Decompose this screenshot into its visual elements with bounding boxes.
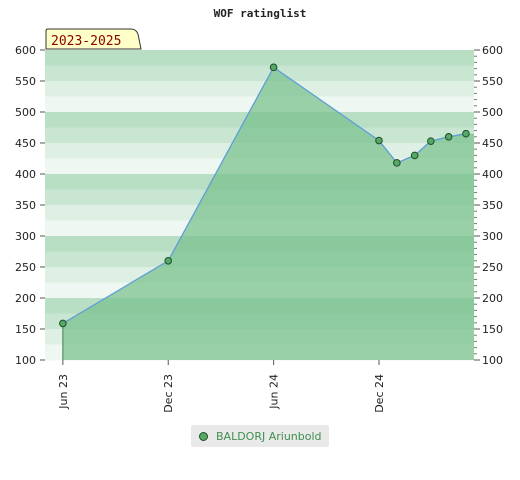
y-tick-label: 500 [15,106,36,119]
y-tick-label: 300 [15,230,36,243]
axes: 100 100 150 150 200 200 250 250 300 300 350 350 400 4… [15,44,503,413]
y-tick-label-right: 200 [482,292,503,305]
y-tick-label: 200 [15,292,36,305]
grid-band [45,65,474,82]
y-tick-label: 600 [15,44,36,57]
area-polygon [62,67,474,361]
y-tick-label-right: 400 [482,168,503,181]
y-tick-label-right: 150 [482,323,503,336]
data-point [444,133,453,141]
x-tick-label: Jun 24 [268,374,281,410]
y-tick-label: 350 [15,199,36,212]
x-tick-label: Dec 23 [162,374,175,413]
y-tick-label-right: 500 [482,106,503,119]
y-tick-label-right: 350 [482,199,503,212]
area-fill [62,67,474,361]
y-tick-label: 400 [15,168,36,181]
y-tick-label: 550 [15,75,36,88]
grid-band [45,81,474,97]
data-point [164,257,173,265]
data-point [410,151,419,160]
data-points [59,63,470,328]
legend-label: BALDORJ Ariunbold [216,429,322,443]
data-point [393,159,401,167]
y-tick-label-right: 450 [482,137,503,150]
y-tick-label: 150 [15,323,36,336]
legend-marker-icon [199,431,208,441]
y-tick-label: 450 [15,137,36,150]
y-tick-label: 250 [15,261,36,274]
data-point [269,63,278,72]
x-tick-label: Jun 23 [57,374,70,410]
period-badge-label: 2023-2025 [51,34,121,49]
y-tick-label-right: 600 [482,44,503,57]
grid-band [45,50,474,66]
period-badge: 2023-2025 [45,28,142,50]
data-point [462,129,470,138]
legend[interactable]: BALDORJ Ariunbold [191,425,329,447]
y-tick-label-right: 250 [482,261,503,274]
x-tick-label: Dec 24 [373,374,386,413]
data-point [59,319,67,328]
y-tick-label-right: 550 [482,75,503,88]
data-point [427,137,435,145]
y-tick-label: 100 [15,354,36,367]
data-point [375,136,383,145]
y-tick-label-right: 100 [482,354,503,367]
y-tick-label-right: 300 [482,230,503,243]
chart-title: WOF ratinglist [214,7,307,20]
